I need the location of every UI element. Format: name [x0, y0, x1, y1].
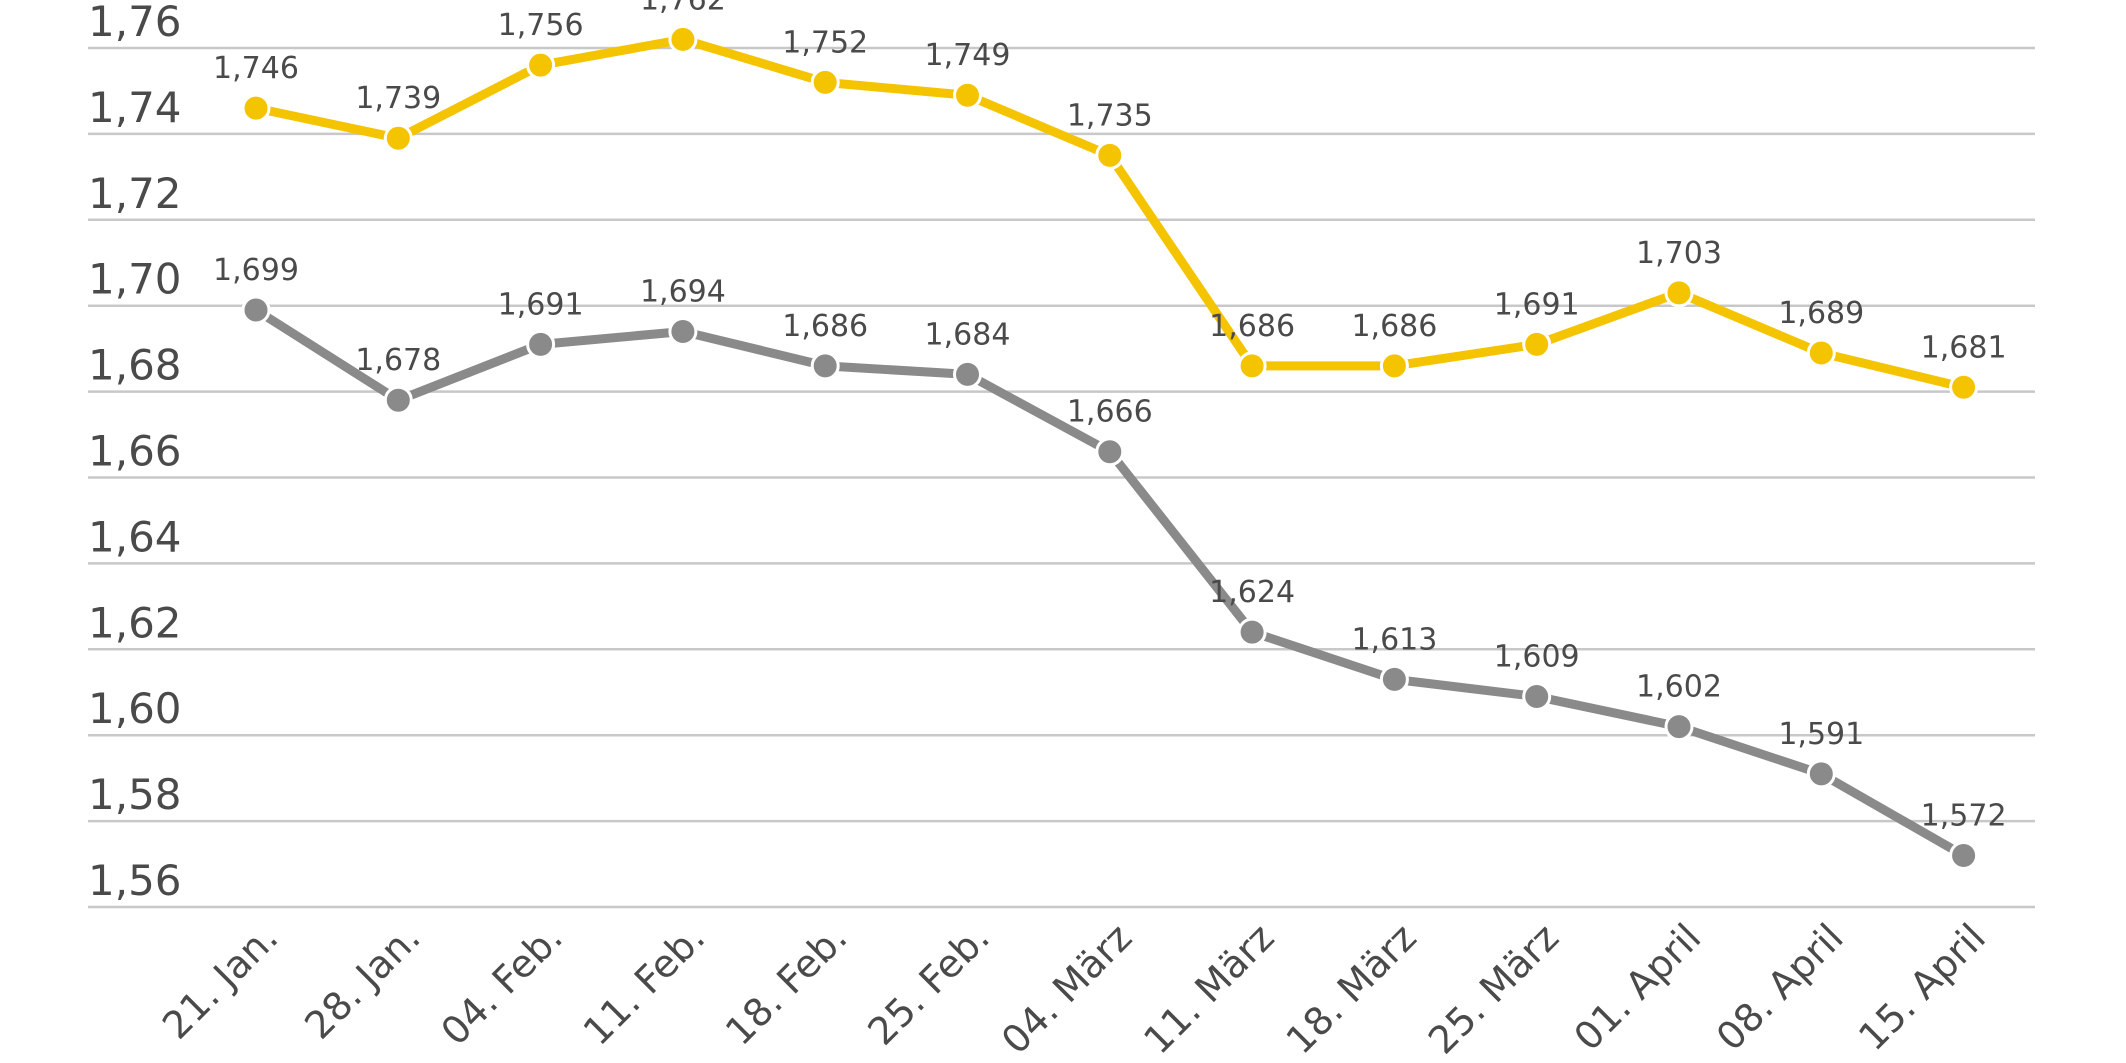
x-axis-ticks: 21. Jan. 28. Jan. 04. Feb. 11. Feb. 18. Feb.…	[154, 915, 1994, 1062]
yellow-series-point	[383, 123, 413, 153]
yellow-series-point	[1522, 329, 1552, 359]
yellow-series-line	[251, 34, 1969, 392]
y-tick-label: 1,72	[88, 169, 182, 218]
yellow-series-point	[1806, 338, 1836, 368]
yellow-series-data-label: 1,686	[1351, 309, 1437, 344]
gray-series-point	[1522, 682, 1552, 712]
gray-series-data-label: 1,686	[782, 309, 868, 344]
yellow-series-data-label: 1,686	[1209, 309, 1295, 344]
yellow-series-point	[953, 80, 982, 110]
gray-series-data-label: 1,591	[1778, 717, 1864, 752]
x-tick-label: 21. Jan.	[154, 915, 286, 1047]
gray-series-data-label: 1,684	[925, 317, 1011, 352]
gray-series-data-label: 1,691	[498, 287, 584, 322]
gray-series-point	[526, 329, 556, 359]
y-tick-label: 1,70	[88, 255, 182, 304]
yellow-series-point	[1949, 372, 1979, 402]
yellow-series-point	[526, 50, 556, 80]
x-tick-label: 04. Feb.	[432, 915, 571, 1054]
x-tick-label: 18. Feb.	[717, 915, 856, 1054]
y-tick-label: 1,74	[88, 83, 182, 132]
y-tick-label: 1,56	[88, 856, 182, 905]
gray-series-point	[1806, 759, 1836, 789]
y-tick-label: 1,62	[88, 598, 182, 647]
gray-series-point	[953, 359, 982, 389]
yellow-series-data-label: 1,752	[782, 25, 868, 60]
data-labels: 1,746 1,739 1,756 1,762 1,752 1,749 1,735 1,686…	[213, 0, 2006, 833]
yellow-series-point	[1379, 351, 1409, 381]
gray-series-data-label: 1,609	[1494, 640, 1580, 675]
y-axis-ticks: 1,56 1,58 1,60 1,62 1,64 1,66 1,68 1,70 1,72 1,74…	[88, 0, 182, 905]
yellow-series-data-label: 1,756	[498, 8, 584, 43]
x-tick-label: 28. Jan.	[296, 915, 428, 1047]
y-tick-label: 1,66	[88, 427, 182, 476]
x-tick-label: 01. April	[1566, 915, 1710, 1059]
x-tick-label: 18. März	[1278, 915, 1425, 1062]
yellow-series-point	[668, 24, 698, 54]
gray-series-data-label: 1,678	[355, 343, 441, 378]
gray-series-data-label: 1,624	[1209, 575, 1295, 610]
y-tick-label: 1,68	[88, 341, 182, 390]
x-tick-label: 25. Feb.	[859, 915, 998, 1054]
x-tick-label: 15. April	[1850, 915, 1994, 1059]
gray-series-point	[1949, 840, 1979, 870]
series	[241, 24, 1979, 870]
x-tick-label: 04. März	[993, 915, 1140, 1062]
gray-series-data-label: 1,613	[1351, 622, 1437, 657]
gray-series-data-label: 1,694	[640, 274, 726, 309]
y-tick-label: 1,64	[88, 512, 182, 561]
yellow-series-point	[1237, 351, 1267, 381]
gray-series-point	[1379, 664, 1409, 694]
x-tick-label: 08. April	[1708, 915, 1852, 1059]
gray-series-data-label: 1,572	[1921, 798, 2007, 833]
gray-series-point	[1095, 437, 1125, 467]
yellow-series-point	[1095, 140, 1125, 170]
yellow-series-data-label: 1,735	[1067, 98, 1153, 133]
yellow-series-data-label: 1,762	[640, 0, 726, 17]
gray-series-point	[668, 316, 698, 346]
yellow-series-data-label: 1,681	[1921, 330, 2007, 365]
gray-series-point	[1664, 712, 1694, 742]
gray-series-data-label: 1,666	[1067, 395, 1153, 430]
gray-series-point	[383, 385, 413, 415]
yellow-series-data-label: 1,703	[1636, 236, 1722, 271]
x-tick-label: 11. März	[1135, 915, 1282, 1062]
x-tick-label: 25. März	[1420, 915, 1567, 1062]
yellow-series-data-label: 1,739	[355, 81, 441, 116]
yellow-series-point	[241, 93, 271, 123]
gray-series-data-label: 1,699	[213, 253, 299, 288]
yellow-series-point	[1664, 278, 1694, 308]
gray-series-point	[1237, 617, 1267, 647]
grid	[88, 46, 2035, 909]
y-tick-label: 1,76	[88, 0, 182, 46]
yellow-series-data-label: 1,689	[1778, 296, 1864, 331]
yellow-series-data-label: 1,746	[213, 51, 299, 86]
y-tick-label: 1,60	[88, 684, 182, 733]
gray-series-data-label: 1,602	[1636, 670, 1722, 705]
gray-series-point	[241, 295, 271, 325]
gray-series-point	[810, 351, 840, 381]
y-tick-label: 1,58	[88, 770, 182, 819]
yellow-series-data-label: 1,691	[1494, 287, 1580, 322]
yellow-series-data-label: 1,749	[925, 38, 1011, 73]
x-tick-label: 11. Feb.	[575, 915, 714, 1054]
yellow-series-point	[810, 67, 840, 97]
